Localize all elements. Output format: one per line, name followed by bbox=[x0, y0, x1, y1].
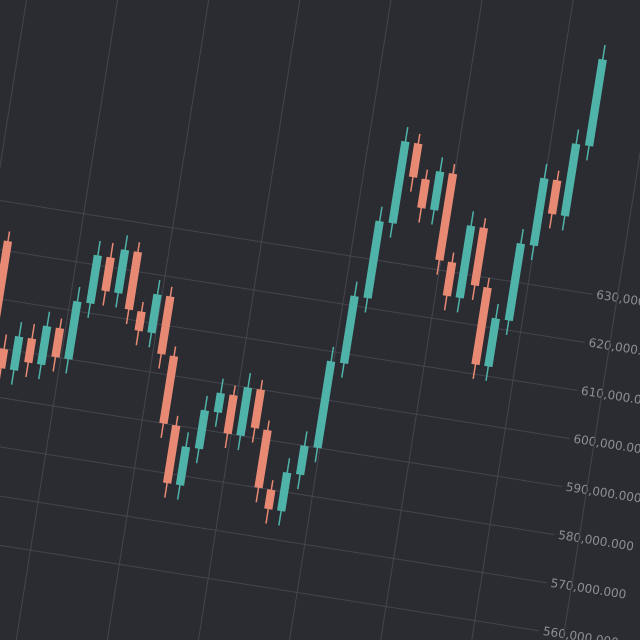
candle-body bbox=[134, 310, 146, 332]
candle-body bbox=[295, 445, 309, 476]
candle-body bbox=[213, 392, 225, 413]
candle-body bbox=[388, 140, 410, 224]
grid-line bbox=[0, 267, 578, 391]
grid-line bbox=[0, 315, 570, 439]
candle-body bbox=[471, 286, 492, 366]
grid-line bbox=[0, 459, 547, 584]
candle-body bbox=[417, 178, 430, 209]
candle-body bbox=[101, 256, 115, 292]
candle-body bbox=[470, 227, 489, 287]
candle-body bbox=[547, 179, 562, 215]
grid-line bbox=[435, 0, 600, 640]
candle-body bbox=[455, 225, 476, 299]
grid-line bbox=[0, 219, 585, 343]
candle-body bbox=[429, 170, 445, 211]
candle-body bbox=[339, 295, 359, 365]
candle-body bbox=[159, 355, 179, 425]
candle-body bbox=[223, 394, 238, 435]
candle-body bbox=[277, 471, 292, 512]
candle-body bbox=[9, 335, 24, 371]
grid-line bbox=[0, 0, 155, 640]
candle-body bbox=[24, 337, 37, 364]
grid-line bbox=[169, 0, 333, 640]
candle-body bbox=[250, 388, 265, 429]
candle-body bbox=[584, 58, 607, 147]
candle-body bbox=[36, 325, 52, 366]
candle-body bbox=[86, 254, 102, 305]
candle-body bbox=[0, 348, 9, 369]
candle-body bbox=[484, 317, 501, 368]
candle-body bbox=[162, 424, 181, 484]
grid-line bbox=[346, 0, 511, 640]
candle-body bbox=[157, 295, 175, 355]
grid-line bbox=[257, 0, 422, 640]
candle-body bbox=[175, 446, 191, 486]
grid-line bbox=[0, 507, 540, 632]
grid-line bbox=[524, 0, 640, 640]
candle-body bbox=[254, 429, 272, 489]
candle-body bbox=[529, 177, 549, 247]
candle-body bbox=[442, 261, 457, 297]
candle-body bbox=[124, 251, 143, 311]
candle-body bbox=[64, 300, 82, 360]
candle-body bbox=[114, 249, 130, 294]
candle-body bbox=[147, 293, 162, 334]
candle-body bbox=[194, 409, 210, 450]
candle-body bbox=[313, 360, 336, 449]
candle-body bbox=[408, 142, 423, 178]
candle-body bbox=[51, 327, 65, 358]
candle-body bbox=[0, 240, 13, 348]
candle-body bbox=[363, 220, 384, 299]
candle-body bbox=[236, 386, 253, 437]
grid-line bbox=[80, 0, 244, 640]
candle-body bbox=[264, 489, 276, 510]
candle-body bbox=[504, 242, 526, 322]
candle-body bbox=[560, 143, 581, 217]
candle-body bbox=[435, 173, 458, 261]
